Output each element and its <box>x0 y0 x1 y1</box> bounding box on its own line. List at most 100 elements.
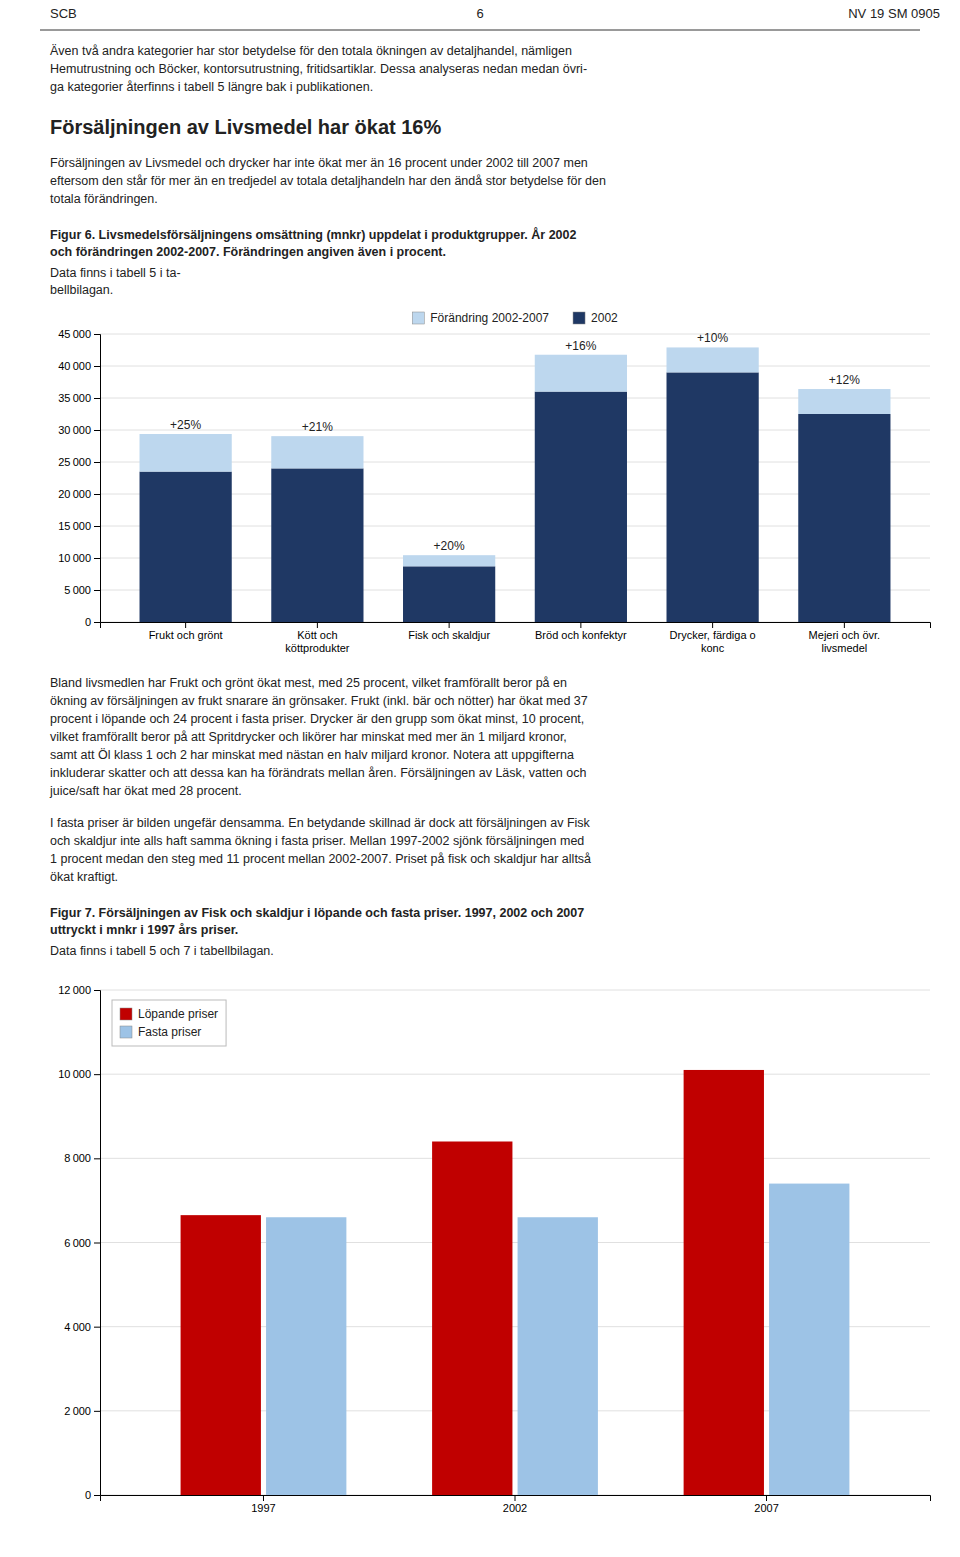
text-line: 1 procent medan den steg med 11 procent … <box>50 852 591 866</box>
tick-label: 1997 <box>251 1502 275 1514</box>
bar <box>535 392 627 622</box>
text-line: Även två andra kategorier har stor betyd… <box>50 44 572 58</box>
text-line: SCB <box>50 6 77 21</box>
tick-label-line: 1997 <box>251 1502 275 1514</box>
grid-line <box>100 990 930 991</box>
text-line: juice/saft har ökat med 28 procent. <box>49 784 242 798</box>
tick-label: Kött ochköttprodukter <box>285 629 350 654</box>
tick: Fisk och skaldjur <box>408 622 490 641</box>
chart-subtitle: Data finns i tabell 5 i ta-bellbilagan. <box>50 266 181 297</box>
text-line: samt att Öl klass 1 och 2 har minskat me… <box>50 748 574 762</box>
heading: Försäljningen av Livsmedel har ökat 16% <box>50 116 441 138</box>
tick-label: 2002 <box>503 1502 527 1514</box>
tick-mark <box>94 1074 100 1075</box>
tick-label: 0 <box>85 616 91 628</box>
text-line: vilket framförallt beror på att Spritdry… <box>50 730 567 744</box>
legend-item: Förändring 2002-2007 <box>412 311 549 325</box>
tick-label: 10 000 <box>58 1068 91 1080</box>
tick-label: 5 000 <box>64 584 91 596</box>
tick-label: Fisk och skaldjur <box>408 629 490 641</box>
tick: Mejeri och övr.livsmedel <box>809 622 881 654</box>
tick-label: 0 <box>85 1489 91 1501</box>
tick-label-line: köttprodukter <box>285 642 350 654</box>
text-line: Bland livsmedlen har Frukt och grönt öka… <box>50 676 567 690</box>
tick-label: Bröd och konfektyr <box>535 629 627 641</box>
grid <box>100 990 930 1495</box>
annotation: +10% <box>697 331 728 345</box>
tick-label: 10 000 <box>58 552 91 564</box>
bar <box>518 1217 598 1495</box>
bar <box>535 355 627 392</box>
text-line: 6 <box>476 6 483 21</box>
tick: 2002 <box>503 1495 527 1514</box>
text-line: totala förändringen. <box>50 192 158 206</box>
tick-mark <box>94 398 100 399</box>
tick: 35 000 <box>58 392 100 404</box>
text-line: uttryckt i mnkr i 1997 års priser. <box>50 923 238 937</box>
text-line: bellbilagan. <box>50 283 113 297</box>
annotations: +25%+21%+20%+16%+10%+12% <box>170 331 860 553</box>
tick-mark <box>449 622 450 628</box>
grid-line <box>100 366 930 367</box>
tick-mark <box>94 430 100 431</box>
series <box>140 372 891 622</box>
tick-label: 40 000 <box>58 360 91 372</box>
header-text: SCB <box>50 6 77 21</box>
annotation: +21% <box>302 420 333 434</box>
header-text: NV 19 SM 0905 <box>848 6 940 21</box>
bar <box>432 1142 512 1496</box>
text-line: NV 19 SM 0905 <box>848 6 940 21</box>
tick-label: Frukt och grönt <box>149 629 223 641</box>
y-axis: 05 00010 00015 00020 00025 00030 00035 0… <box>58 328 100 628</box>
x-axis: Frukt och grönt Kött ochköttprodukter Fisk… <box>101 622 931 654</box>
axis-line <box>101 1496 931 1502</box>
tick-label: 45 000 <box>58 328 91 340</box>
legend: Förändring 2002-2007 2002 <box>412 311 618 325</box>
chart-title: Figur 7. Försäljningen av Fisk och skald… <box>50 906 584 937</box>
text-line: inkluderar skatter och att dessa kan ha … <box>50 766 586 780</box>
grid <box>100 334 930 622</box>
tick: 10 000 <box>58 552 100 564</box>
tick: 1997 <box>251 1495 275 1514</box>
legend-label: Förändring 2002-2007 <box>430 311 549 325</box>
bar <box>667 372 759 622</box>
tick: 20 000 <box>58 488 100 500</box>
header-rule <box>40 30 920 31</box>
tick: 0 <box>85 1489 100 1501</box>
tick-mark <box>94 1411 100 1412</box>
series <box>181 1070 764 1495</box>
tick-mark <box>94 590 100 591</box>
tick: 2007 <box>754 1495 778 1514</box>
tick-label-line: Bröd och konfektyr <box>535 629 627 641</box>
text-line: I fasta priser är bilden ungefär densamm… <box>50 816 591 830</box>
tick-label: Drycker, färdiga okonc <box>670 629 756 654</box>
legend-label: Löpande priser <box>138 1007 218 1021</box>
axis-line <box>94 991 101 1496</box>
annotation: +16% <box>565 339 596 353</box>
tick-mark <box>94 990 100 991</box>
tick-label: 2 000 <box>64 1405 91 1417</box>
legend-box <box>112 1000 226 1046</box>
grid-line <box>100 1074 930 1075</box>
tick-mark <box>94 334 100 335</box>
legend-item: 2002 <box>573 311 618 325</box>
tick-label-line: Fisk och skaldjur <box>408 629 490 641</box>
text-line: Data finns i tabell 5 i ta- <box>50 266 181 280</box>
tick-label: 20 000 <box>58 488 91 500</box>
plot-area <box>181 1070 850 1495</box>
tick-label-line: livsmedel <box>821 642 867 654</box>
bar <box>684 1070 764 1495</box>
axis-line <box>94 335 101 623</box>
chart: 05 00010 00015 00020 00025 00030 00035 0… <box>58 311 930 654</box>
chart: 02 0004 0006 0008 00010 00012 0001997200… <box>58 984 930 1514</box>
legend: Löpande priserFasta priser <box>112 1000 226 1046</box>
tick-label: 4 000 <box>64 1321 91 1333</box>
tick-mark <box>94 462 100 463</box>
tick-mark <box>94 526 100 527</box>
text-line: ökat kraftigt. <box>50 870 118 884</box>
tick: Bröd och konfektyr <box>535 622 627 641</box>
paragraph: Försäljningen av Livsmedel och drycker h… <box>50 156 606 206</box>
tick-label: 8 000 <box>64 1152 91 1164</box>
tick-mark <box>94 1158 100 1159</box>
tick-label: 15 000 <box>58 520 91 532</box>
